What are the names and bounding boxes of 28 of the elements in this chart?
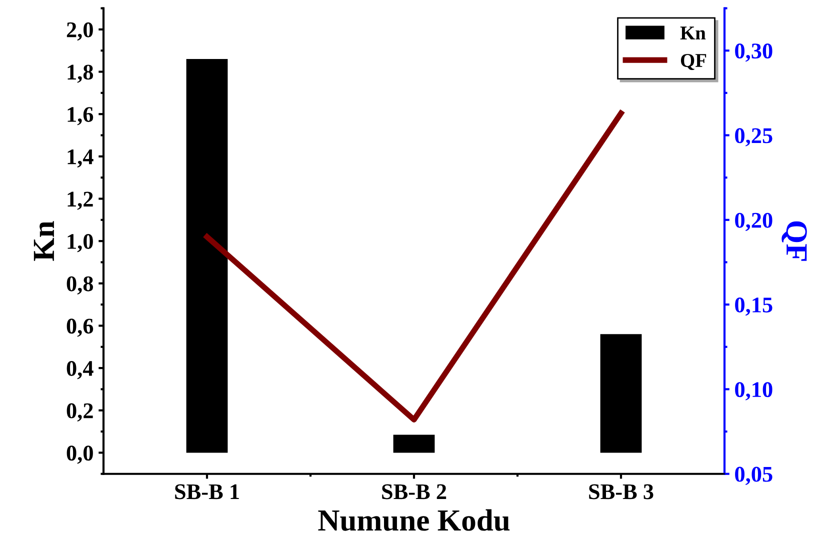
y2-tick-label: 0,25 <box>735 128 772 146</box>
y2-tick-label: 0,20 <box>735 212 772 232</box>
legend-label: QF <box>680 54 706 70</box>
y-tick-label: 0,4 <box>66 360 94 380</box>
y2-tick-label: 0,10 <box>735 382 772 400</box>
x-tick-label: SB-B 3 <box>589 484 654 500</box>
y2-tick-label: 0,15 <box>735 297 772 316</box>
legend-label: Kn <box>680 26 706 40</box>
y-tick-label: 1,8 <box>68 64 94 83</box>
x-tick-label: SB-B 2 <box>382 484 446 500</box>
y-tick-label: 1,0 <box>68 234 93 252</box>
y-tick-label: 0,8 <box>66 276 94 295</box>
bar <box>186 59 228 453</box>
bar <box>393 434 435 453</box>
y2-tick-label: 0,30 <box>735 44 772 62</box>
x-axis-title: Numune Kodu <box>318 509 510 531</box>
x-tick-label: SB-B 1 <box>175 484 239 500</box>
y-axis-title: Kn <box>34 221 54 261</box>
y2-axis-title: QF <box>782 221 807 261</box>
y2-tick-label: 0,05 <box>735 466 772 486</box>
y-tick-label: 1,2 <box>68 192 93 210</box>
y-tick-label: 1,4 <box>68 149 94 168</box>
y-tick-label: 2,0 <box>66 22 93 41</box>
y-tick-label: 0,6 <box>66 318 94 337</box>
y-tick-label: 0,2 <box>66 403 93 422</box>
y-tick-label: 1,6 <box>68 107 94 126</box>
bar <box>600 334 642 453</box>
y-tick-label: 0,0 <box>66 446 93 464</box>
